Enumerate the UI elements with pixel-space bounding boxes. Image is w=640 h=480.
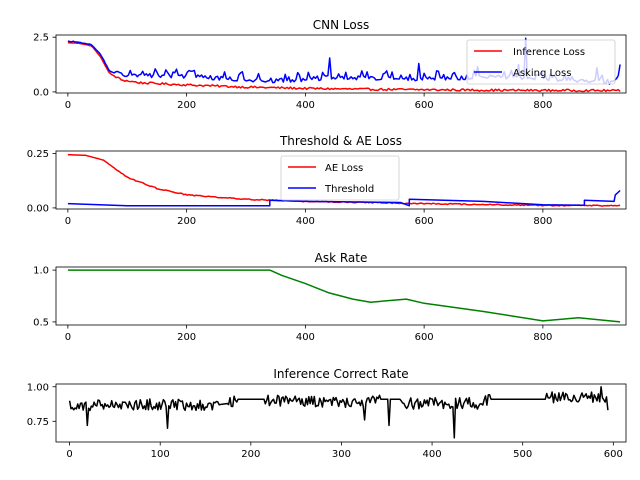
cnn-loss-ticks: 0 200 400 600 800 0.0 2.5 (33, 33, 552, 111)
ask-rate-title: Ask Rate (315, 251, 368, 265)
x-tick-label: 300 (332, 449, 351, 460)
threshold-ae-ticks: 0 200 400 600 800 0.00 0.25 (27, 149, 553, 227)
y-tick-label: 2.5 (33, 33, 49, 44)
series-line-series-0 (67, 269, 621, 323)
x-tick-label: 200 (177, 100, 196, 111)
x-tick-label: 600 (415, 216, 434, 227)
y-tick-label: 0.75 (27, 417, 49, 428)
threshold-ae-legend-label-ae: AE Loss (325, 163, 363, 174)
x-tick-label: 0 (66, 449, 72, 460)
x-tick-label: 600 (415, 332, 434, 343)
y-tick-label: 1.00 (27, 382, 49, 393)
cnn-loss-axes-frame (55, 34, 627, 94)
x-tick-label: 200 (177, 216, 196, 227)
correct-rate-lines (68, 386, 609, 439)
ask-rate-lines (67, 269, 621, 323)
subplot-cnn-loss: CNN Loss 0 200 400 600 800 0.0 2.5 Inference L… (33, 18, 627, 111)
x-tick-label: 0 (65, 100, 71, 111)
cnn-loss-title: CNN Loss (313, 18, 369, 32)
threshold-ae-axes-frame (55, 150, 627, 210)
subplot-ask-rate: Ask Rate 0 200 400 600 800 0.5 1.0 (33, 251, 627, 343)
correct-rate-ticks: 0 100 200 300 400 500 600 0.75 1.00 (27, 382, 623, 460)
x-tick-label: 100 (151, 449, 170, 460)
y-tick-label: 1.0 (33, 266, 49, 277)
subplot-threshold-ae-loss: Threshold & AE Loss 0 200 400 600 800 0.00 0.2… (27, 134, 627, 227)
series-line-inference-loss (67, 41, 621, 93)
x-tick-label: 0 (65, 216, 71, 227)
x-tick-label: 400 (296, 216, 315, 227)
x-tick-label: 800 (533, 332, 552, 343)
x-tick-label: 800 (533, 100, 552, 111)
cnn-loss-legend-label-asking: Asking Loss (513, 68, 571, 79)
y-tick-label: 0.25 (27, 149, 49, 160)
threshold-ae-legend-label-threshold: Threshold (324, 184, 374, 195)
threshold-ae-lines (67, 154, 621, 207)
x-tick-label: 400 (296, 332, 315, 343)
x-tick-label: 600 (415, 100, 434, 111)
y-tick-label: 0.0 (33, 87, 49, 98)
y-tick-label: 0.00 (27, 203, 49, 214)
x-tick-label: 500 (513, 449, 532, 460)
correct-rate-axes-frame (55, 383, 627, 443)
ask-rate-ticks: 0 200 400 600 800 0.5 1.0 (33, 266, 552, 343)
subplot-inference-correct-rate: Inference Correct Rate 0 100 200 300 400 500 6… (27, 367, 627, 460)
x-tick-label: 0 (65, 332, 71, 343)
series-line-threshold (67, 189, 621, 207)
cnn-loss-legend-box (466, 39, 616, 85)
x-tick-label: 800 (533, 216, 552, 227)
x-tick-label: 200 (241, 449, 260, 460)
cnn-loss-legend-label-inference: Inference Loss (513, 47, 585, 58)
threshold-ae-legend: AE Loss Threshold (280, 155, 400, 201)
series-line-series-0 (68, 386, 609, 439)
ask-rate-axes-frame (55, 266, 627, 326)
x-tick-label: 200 (177, 332, 196, 343)
x-tick-label: 400 (296, 100, 315, 111)
x-tick-label: 400 (423, 449, 442, 460)
cnn-loss-legend: Inference Loss Asking Loss (466, 39, 616, 85)
correct-rate-title: Inference Correct Rate (273, 367, 408, 381)
threshold-ae-title: Threshold & AE Loss (279, 134, 402, 148)
y-tick-label: 0.5 (33, 317, 49, 328)
x-tick-label: 600 (604, 449, 623, 460)
